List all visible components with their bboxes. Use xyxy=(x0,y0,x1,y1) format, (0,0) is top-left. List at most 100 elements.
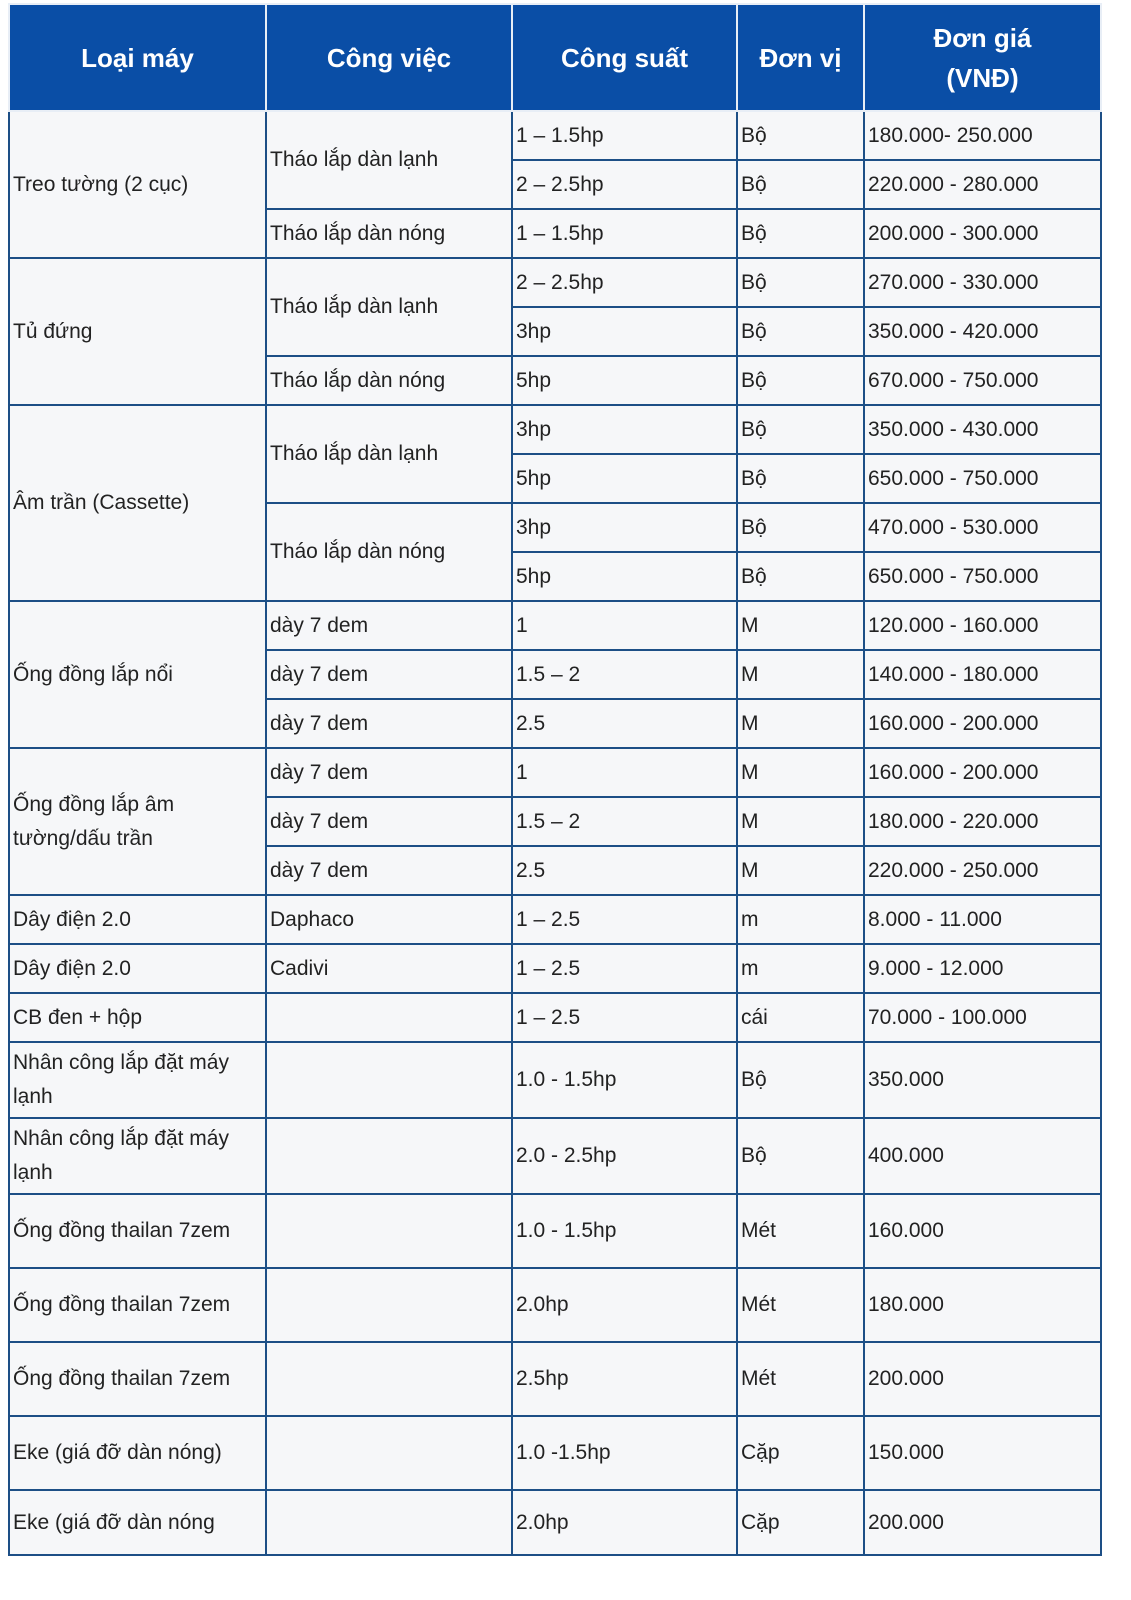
machine-type-cell: Nhân công lắp đặt máy lạnh xyxy=(8,1041,267,1119)
price-cell: 9.000 - 12.000 xyxy=(863,943,1102,994)
machine-type-cell: Treo tường (2 cục) xyxy=(8,110,267,259)
power-cell: 1.5 – 2 xyxy=(511,649,738,700)
unit-cell: m xyxy=(736,943,865,994)
table-row: 2 – 2.5hp Bộ 220.000 - 280.000 xyxy=(9,159,1102,210)
work-cell: dày 7 dem xyxy=(265,698,513,749)
work-cell xyxy=(265,1193,513,1269)
table-row: Ống đồng thailan 7zem 1.0 - 1.5hp Mét 160.0… xyxy=(8,1193,1102,1269)
work-cell: Tháo lắp dàn lạnh xyxy=(265,404,513,504)
work-cell: Tháo lắp dàn nóng xyxy=(265,502,513,602)
table-row: Tháo lắp dàn nóng 5hp Bộ 670.000 - 750.000 xyxy=(9,355,1102,406)
table-row: Ống đồng thailan 7zem 2.5hp Mét 200.000 xyxy=(8,1341,1102,1417)
unit-cell: Bộ xyxy=(736,1041,865,1119)
price-cell: 140.000 - 180.000 xyxy=(863,649,1102,700)
price-cell: 650.000 - 750.000 xyxy=(863,551,1102,602)
price-cell: 670.000 - 750.000 xyxy=(863,355,1102,406)
unit-cell: Bộ xyxy=(736,1117,865,1195)
power-cell: 2.0hp xyxy=(511,1267,738,1343)
work-cell xyxy=(265,1489,513,1556)
work-cell xyxy=(265,1041,513,1119)
machine-type-cell: Eke (giá đỡ dàn nóng) xyxy=(8,1415,267,1491)
unit-cell: Bộ xyxy=(736,306,865,357)
price-cell: 350.000 - 430.000 xyxy=(863,404,1102,455)
price-cell: 160.000 - 200.000 xyxy=(863,698,1102,749)
unit-cell: Bộ xyxy=(736,453,865,504)
power-cell: 5hp xyxy=(511,551,738,602)
power-cell: 3hp xyxy=(511,306,738,357)
work-cell: dày 7 dem xyxy=(265,747,513,798)
work-cell xyxy=(265,1117,513,1195)
unit-cell: M xyxy=(736,649,865,700)
table-row: dày 7 dem 1.5 – 2 M 180.000 - 220.000 xyxy=(9,796,1102,847)
power-cell: 1 xyxy=(511,747,738,798)
table-row: Tháo lắp dàn nóng 1 – 1.5hp Bộ 200.000 - 30… xyxy=(9,208,1102,259)
unit-cell: Mét xyxy=(736,1193,865,1269)
price-cell: 200.000 xyxy=(863,1341,1102,1417)
work-cell xyxy=(265,1415,513,1491)
header-row: Loại máy Công việc Công suất Đơn vị Đơn … xyxy=(8,3,1102,112)
price-cell: 180.000 xyxy=(863,1267,1102,1343)
unit-cell: Bộ xyxy=(736,257,865,308)
table-row: dày 7 dem 2.5 M 160.000 - 200.000 xyxy=(9,698,1102,749)
unit-cell: Bộ xyxy=(736,355,865,406)
power-cell: 1 – 2.5 xyxy=(511,943,738,994)
table-row: Eke (giá đỡ dàn nóng) 1.0 -1.5hp Cặp 150.00… xyxy=(8,1415,1102,1491)
unit-cell: Bộ xyxy=(736,110,865,161)
table-row: Tháo lắp dàn nóng 3hp Bộ 470.000 - 530.000 xyxy=(9,502,1102,602)
machine-type-cell: Ống đồng thailan 7zem xyxy=(8,1341,267,1417)
power-cell: 1 – 2.5 xyxy=(511,894,738,945)
unit-cell: Bộ xyxy=(736,502,865,553)
power-cell: 5hp xyxy=(511,355,738,406)
price-cell: 270.000 - 330.000 xyxy=(863,257,1102,308)
price-cell: 180.000- 250.000 xyxy=(863,110,1102,161)
unit-cell: Bộ xyxy=(736,551,865,602)
machine-type-cell: Ống đồng lắp âm tường/dấu trần xyxy=(8,747,267,896)
machine-type-cell: Nhân công lắp đặt máy lạnh xyxy=(8,1117,267,1195)
power-cell: 2.5hp xyxy=(511,1341,738,1417)
work-cell xyxy=(265,1341,513,1417)
table-row: Nhân công lắp đặt máy lạnh 2.0 - 2.5hp Bộ 4… xyxy=(8,1117,1102,1195)
machine-type-cell: Dây điện 2.0 xyxy=(8,943,267,994)
price-cell: 650.000 - 750.000 xyxy=(863,453,1102,504)
power-cell: 1 xyxy=(511,600,738,651)
machine-type-cell: Âm trần (Cassette) xyxy=(8,404,267,602)
header-power: Công suất xyxy=(511,3,738,112)
table-row: CB đen + hộp 1 – 2.5 cái 70.000 - 100.000 xyxy=(8,992,1102,1043)
price-cell: 180.000 - 220.000 xyxy=(863,796,1102,847)
table-row: Treo tường (2 cục) Tháo lắp dàn lạnh 1 – 1… xyxy=(8,110,1102,259)
work-cell: Tháo lắp dàn lạnh xyxy=(265,257,513,357)
power-cell: 1 – 1.5hp xyxy=(511,208,738,259)
unit-cell: M xyxy=(736,845,865,896)
machine-type-cell: Dây điện 2.0 xyxy=(8,894,267,945)
table-row: Ống đồng lắp âm tường/dấu trần dày 7 dem 1… xyxy=(8,747,1102,896)
table-row: Eke (giá đỡ dàn nóng 2.0hp Cặp 200.000 xyxy=(8,1489,1102,1556)
power-cell: 2 – 2.5hp xyxy=(511,257,738,308)
work-cell: dày 7 dem xyxy=(265,845,513,896)
price-cell: 350.000 xyxy=(863,1041,1102,1119)
unit-cell: Mét xyxy=(736,1267,865,1343)
table-body: Treo tường (2 cục) Tháo lắp dàn lạnh 1 – 1… xyxy=(8,110,1102,1556)
header-work: Công việc xyxy=(265,3,513,112)
work-cell: Cadivi xyxy=(265,943,513,994)
price-cell: 200.000 - 300.000 xyxy=(863,208,1102,259)
price-cell: 350.000 - 420.000 xyxy=(863,306,1102,357)
unit-cell: Bộ xyxy=(736,159,865,210)
price-cell: 470.000 - 530.000 xyxy=(863,502,1102,553)
machine-type-cell: Tủ đứng xyxy=(8,257,267,406)
work-cell: Daphaco xyxy=(265,894,513,945)
table-row: Ống đồng thailan 7zem 2.0hp Mét 180.000 xyxy=(8,1267,1102,1343)
machine-type-cell: Ống đồng lắp nổi xyxy=(8,600,267,749)
work-cell xyxy=(265,1267,513,1343)
machine-type-cell: CB đen + hộp xyxy=(8,992,267,1043)
price-cell: 160.000 xyxy=(863,1193,1102,1269)
price-cell: 70.000 - 100.000 xyxy=(863,992,1102,1043)
work-cell xyxy=(265,992,513,1043)
price-cell: 220.000 - 250.000 xyxy=(863,845,1102,896)
header-machine-type: Loại máy xyxy=(8,3,267,112)
table-row: Tủ đứng Tháo lắp dàn lạnh 2 – 2.5hp Bộ 270.0… xyxy=(8,257,1102,406)
unit-cell: Bộ xyxy=(736,404,865,455)
table-row: Dây điện 2.0 Cadivi 1 – 2.5 m 9.000 - 12.000 xyxy=(8,943,1102,994)
machine-type-cell: Eke (giá đỡ dàn nóng xyxy=(8,1489,267,1556)
table-row: 5hp Bộ 650.000 - 750.000 xyxy=(9,551,1102,602)
power-cell: 2.5 xyxy=(511,845,738,896)
